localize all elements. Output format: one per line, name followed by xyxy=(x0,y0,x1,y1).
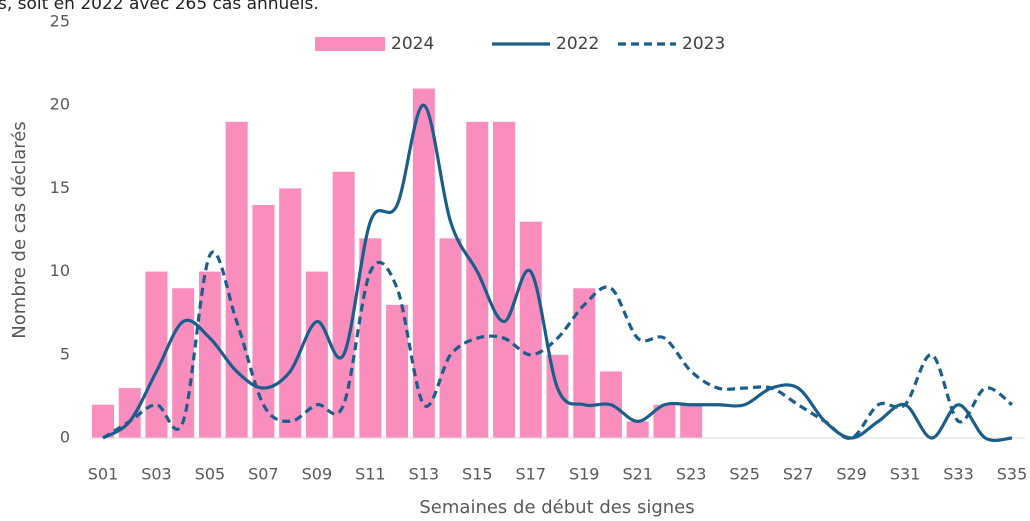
x-tick-label: S15 xyxy=(462,465,493,484)
line xyxy=(102,250,1013,440)
x-tick-label: S09 xyxy=(302,465,333,484)
x-tick-label: S19 xyxy=(569,465,600,484)
bar xyxy=(573,288,596,438)
y-axis-label: Nombre de cas déclarés xyxy=(9,121,30,338)
cropped-caption: s, soit en 2022 avec 265 cas annuels. xyxy=(0,0,319,14)
bar xyxy=(118,388,141,438)
x-axis-label: Semaines de début des signes xyxy=(419,497,694,518)
bar xyxy=(680,404,703,438)
x-tick-label: S07 xyxy=(248,465,279,484)
x-tick-label: S25 xyxy=(729,465,760,484)
x-tick-label: S31 xyxy=(890,465,921,484)
bar xyxy=(359,238,382,438)
bar xyxy=(305,271,328,438)
bar xyxy=(225,121,248,438)
bar xyxy=(279,188,302,438)
bar xyxy=(172,288,195,438)
bar xyxy=(145,271,168,438)
bar xyxy=(412,88,435,438)
bar xyxy=(198,271,221,438)
legend-label: 2022 xyxy=(556,34,599,54)
bar xyxy=(653,404,676,438)
x-tick-label: S21 xyxy=(622,465,653,484)
x-tick-label: S11 xyxy=(355,465,386,484)
bar xyxy=(439,238,462,438)
y-tick-label: 10 xyxy=(50,261,70,280)
bar xyxy=(92,404,114,438)
bar xyxy=(493,121,516,438)
x-tick-label: S13 xyxy=(409,465,440,484)
bar xyxy=(466,121,489,438)
x-tick-label: S01 xyxy=(88,465,119,484)
x-tick-label: S27 xyxy=(783,465,814,484)
x-tick-label: S05 xyxy=(195,465,226,484)
bar xyxy=(386,304,409,438)
legend-label: 2023 xyxy=(682,34,725,54)
x-tick-label: S35 xyxy=(997,465,1028,484)
x-tick-label: S23 xyxy=(676,465,707,484)
legend-label: 2024 xyxy=(391,34,434,54)
line xyxy=(102,103,1013,443)
bar xyxy=(626,421,649,438)
bar xyxy=(546,354,569,438)
x-tick-label: S17 xyxy=(516,465,547,484)
x-tick-label: S03 xyxy=(141,465,172,484)
y-tick-label: 15 xyxy=(50,178,70,197)
y-tick-label: 25 xyxy=(50,12,70,31)
x-tick-label: S29 xyxy=(836,465,867,484)
legend-swatch xyxy=(315,37,385,51)
y-tick-label: 20 xyxy=(50,95,70,114)
bar xyxy=(252,205,275,438)
x-tick-label: S33 xyxy=(943,465,974,484)
y-tick-label: 0 xyxy=(60,428,70,447)
bar xyxy=(332,171,355,438)
bar xyxy=(519,221,542,438)
y-tick-label: 5 xyxy=(60,344,70,363)
